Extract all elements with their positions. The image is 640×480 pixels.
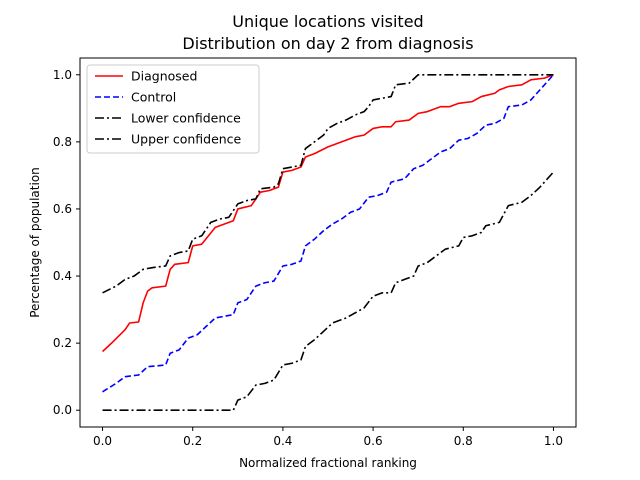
y-tick-label: 0.0: [53, 403, 72, 417]
legend-label: Lower confidence: [131, 111, 241, 126]
legend: Diagnosed Control Lower confidence Upper co…: [86, 64, 260, 154]
legend-label: Control: [131, 90, 176, 105]
x-tick-label: 0.0: [93, 434, 112, 448]
chart-title: Unique locations visited: [232, 12, 423, 31]
plot-area: [102, 73, 555, 412]
x-axis-label: Normalized fractional ranking: [239, 456, 417, 470]
y-axis-label: Percentage of population: [28, 167, 42, 318]
x-tick-label: 0.2: [183, 434, 202, 448]
y-tick-label: 1.0: [53, 68, 72, 82]
y-axis: 0.0 0.2 0.4 0.6 0.8 1.0: [53, 68, 80, 417]
x-tick-label: 1.0: [544, 434, 563, 448]
plot-frame: [79, 57, 577, 428]
series-line-upper-confidence: [102, 73, 554, 294]
series-line-diagnosed: [102, 74, 554, 353]
series-line-lower-confidence: [102, 171, 555, 412]
x-axis: 0.0 0.2 0.4 0.6 0.8 1.0: [93, 427, 563, 448]
legend-box: [86, 64, 260, 154]
x-tick-label: 0.4: [273, 434, 292, 448]
chart-subtitle: Distribution on day 2 from diagnosis: [182, 34, 473, 53]
x-tick-label: 0.6: [364, 434, 383, 448]
legend-label: Upper confidence: [131, 132, 242, 147]
y-tick-label: 0.2: [53, 336, 72, 350]
y-tick-label: 0.4: [53, 269, 72, 283]
series-line-control: [102, 74, 555, 393]
legend-label: Diagnosed: [131, 69, 197, 84]
y-tick-label: 0.8: [53, 135, 72, 149]
y-tick-label: 0.6: [53, 202, 72, 216]
x-tick-label: 0.8: [454, 434, 473, 448]
